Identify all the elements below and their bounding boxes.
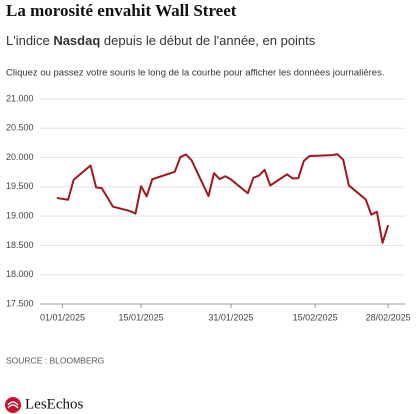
- subtitle-part: depuis le début de l'année, en points: [104, 33, 316, 48]
- y-tick-label: 19.500: [6, 181, 34, 191]
- y-tick-label: 19.000: [6, 211, 34, 221]
- instruction: Cliquez ou passez votre souris le long d…: [6, 68, 384, 79]
- subtitle-part: Nasdaq: [53, 33, 100, 48]
- logo-icon: [5, 397, 21, 413]
- chart-title: La morosité envahit Wall Street: [6, 1, 237, 20]
- logo: LesEchos: [25, 396, 83, 412]
- x-tick-label: 31/01/2025: [208, 312, 253, 322]
- y-tick-label: 20.000: [6, 152, 34, 162]
- chart-subtitle: L'indice Nasdaq depuis le début de l'ann…: [6, 33, 316, 48]
- subtitle-part: L'indice: [6, 33, 50, 48]
- series-line: [56, 153, 390, 244]
- x-tick-label: 28/02/2025: [366, 312, 411, 322]
- y-tick-label: 18.000: [6, 269, 34, 279]
- y-tick-label: 20.500: [6, 123, 34, 133]
- x-tick-label: 15/02/2025: [293, 312, 338, 322]
- y-tick-label: 21.000: [6, 93, 34, 103]
- y-tick-label: 17.500: [6, 298, 34, 308]
- x-tick-label: 15/01/2025: [119, 312, 164, 322]
- x-tick-label: 01/01/2025: [40, 312, 85, 322]
- source: SOURCE : BLOOMBERG: [6, 355, 104, 365]
- y-tick-label: 18.500: [6, 240, 34, 250]
